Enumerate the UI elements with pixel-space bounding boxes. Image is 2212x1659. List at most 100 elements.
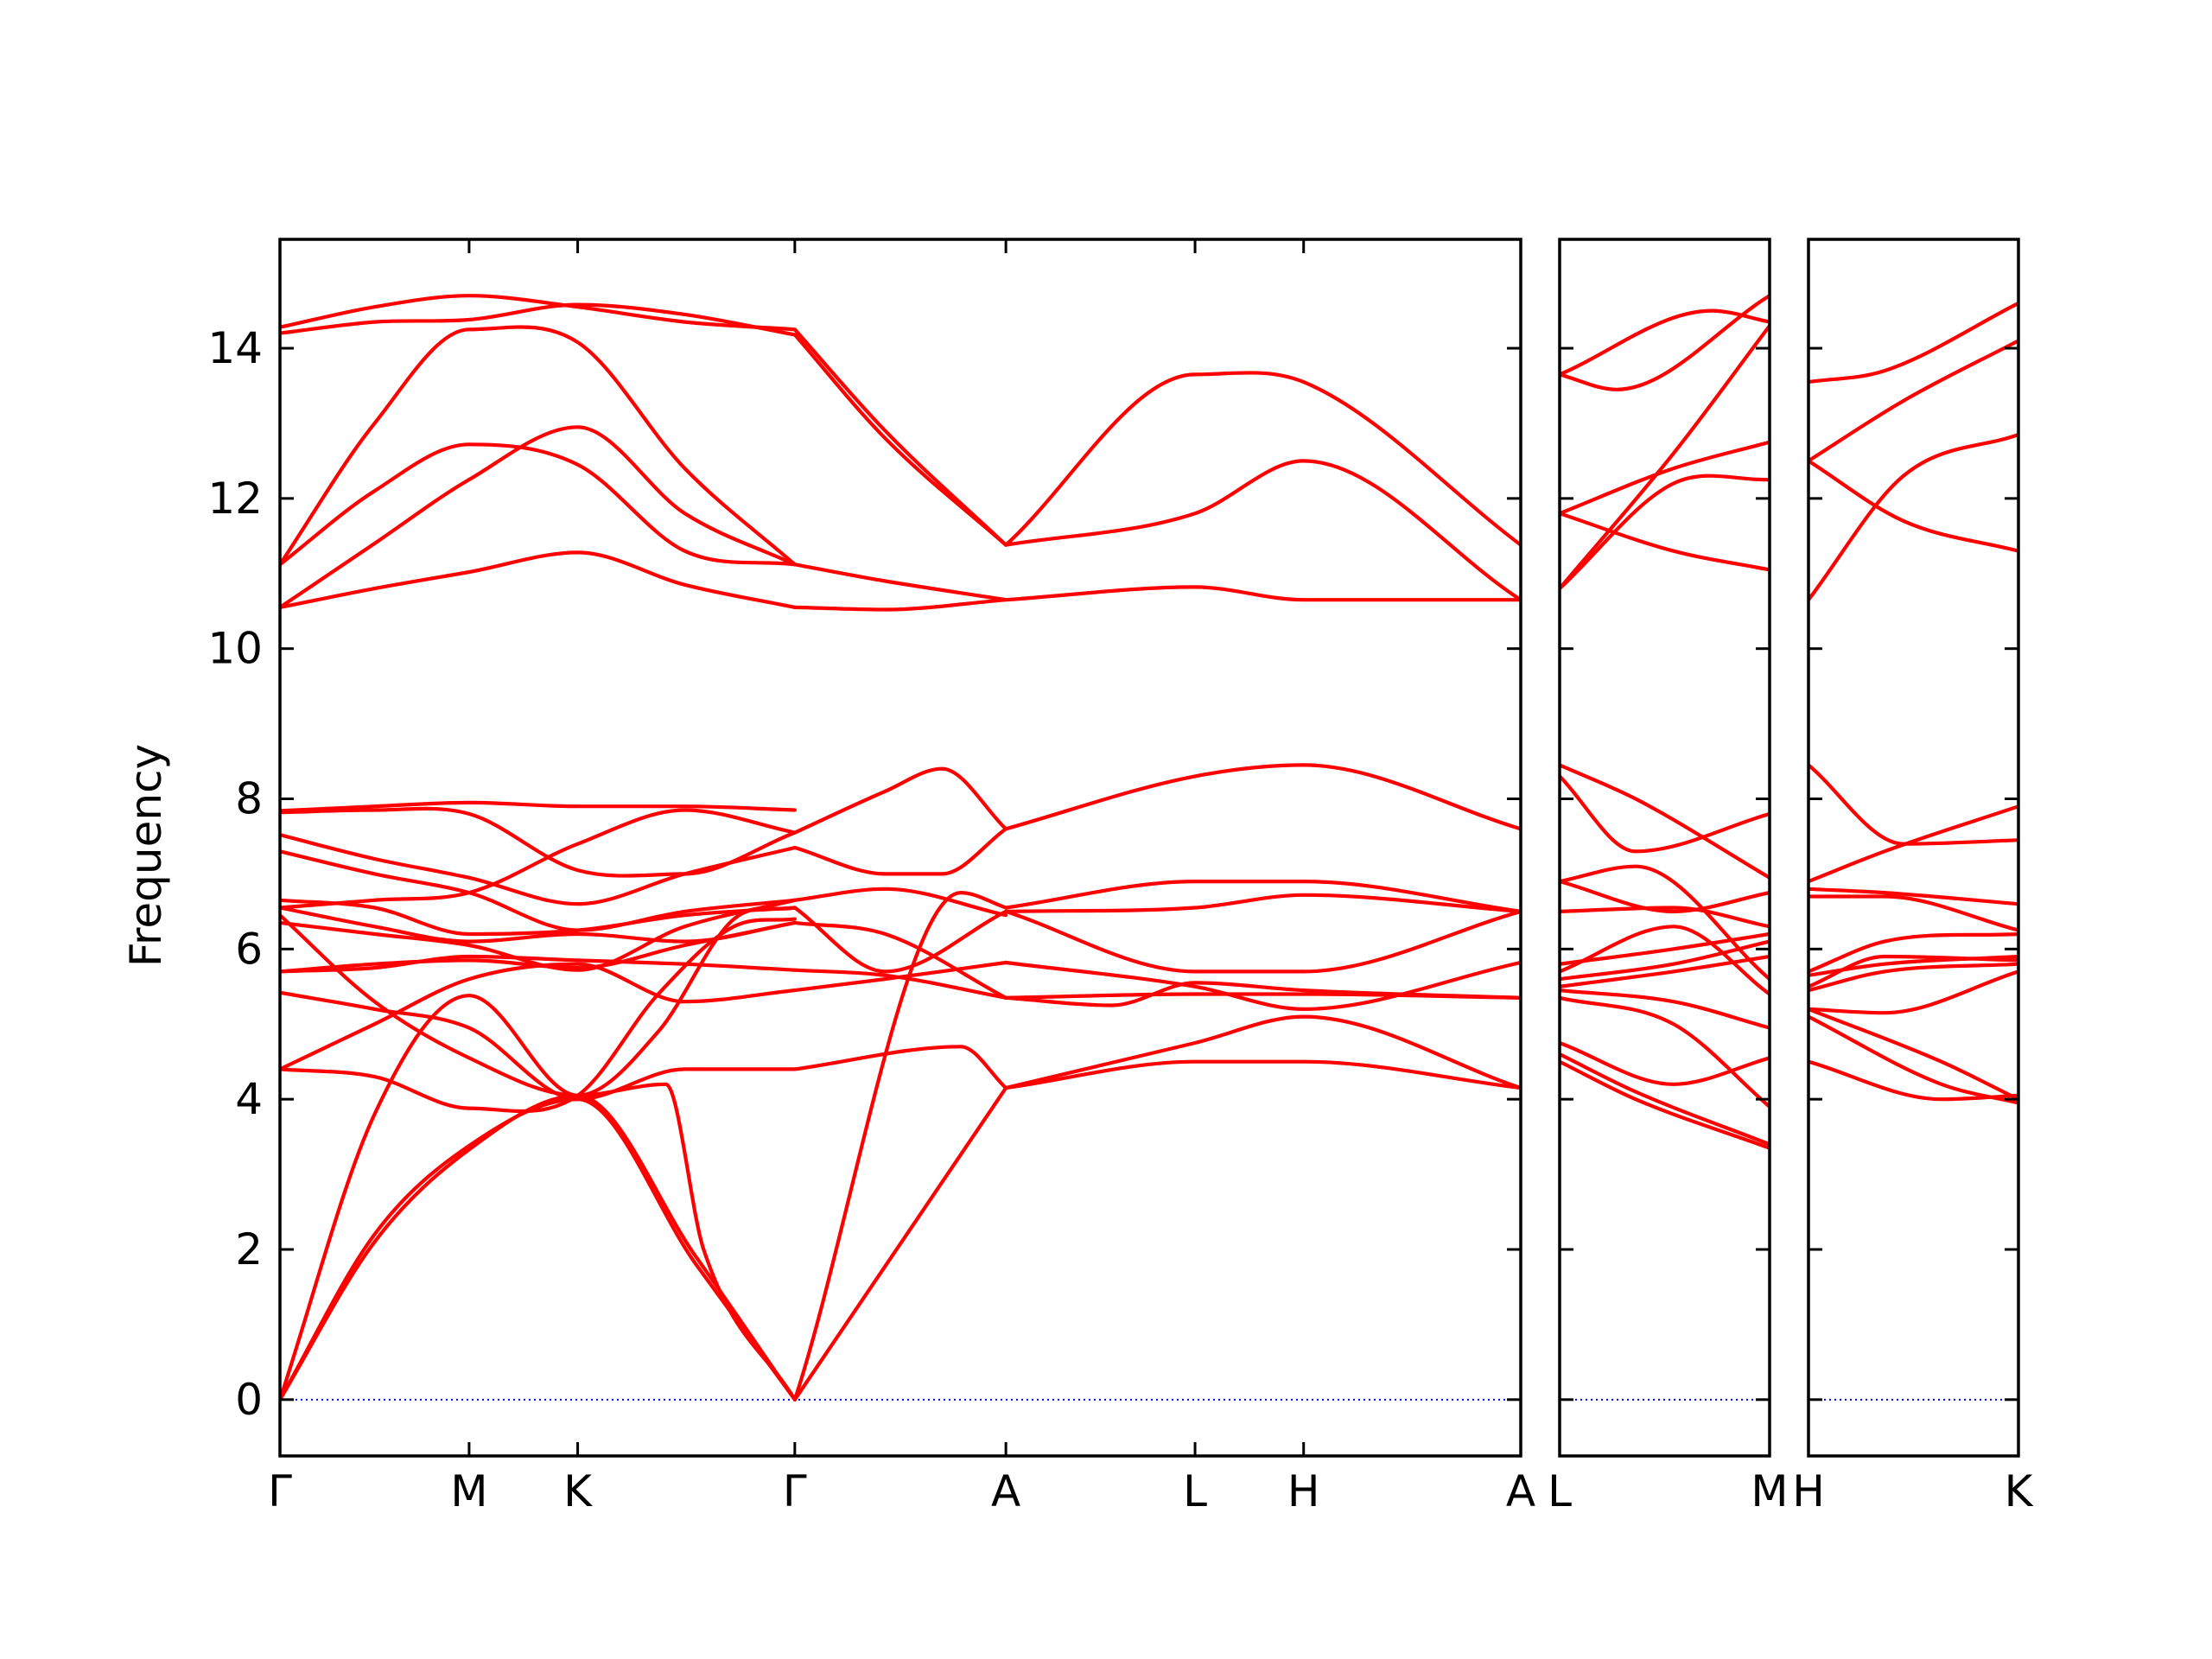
panel-frame [1807, 238, 2020, 1458]
band-line [792, 827, 1008, 876]
kpoint-label: A [1506, 1466, 1535, 1516]
band-line [1004, 1059, 1521, 1090]
band-line [792, 968, 1008, 1000]
band-line [1560, 988, 1770, 1030]
band-line [280, 806, 797, 878]
band-line [792, 887, 1008, 918]
kpoint-label: K [2005, 1466, 2034, 1516]
band-line [792, 563, 1008, 602]
band-line [1560, 864, 1770, 982]
band-line [792, 960, 1008, 993]
y-axis-label: Frequency [121, 744, 171, 967]
band-line [1004, 1014, 1521, 1090]
band-line [1560, 512, 1770, 572]
band-line [280, 1093, 797, 1402]
band-line [1808, 1059, 2018, 1102]
y-tick-label: 8 [235, 774, 263, 824]
band-line [280, 962, 797, 1071]
band-line [280, 898, 797, 972]
kpoint-label: Γ [783, 1466, 807, 1516]
band-line [280, 325, 797, 567]
y-tick-label: 2 [235, 1224, 263, 1274]
band-line [1808, 969, 2018, 1015]
band-line [1560, 995, 1770, 1109]
band-line [1560, 906, 1770, 929]
band-line [792, 906, 1008, 974]
band-line [1004, 992, 1521, 1000]
band-line [1560, 1052, 1770, 1147]
panel-1: 0 2 4 6 8 10 12 14 Γ M K Γ A L H A [207, 238, 1535, 1516]
band-line [1560, 440, 1770, 516]
panel-frame [278, 238, 1522, 1458]
band-line [1808, 459, 2018, 553]
band-line [280, 808, 797, 910]
kpoint-label: Γ [268, 1466, 292, 1516]
band-line [280, 990, 797, 1102]
band-line [1004, 763, 1521, 831]
band-line [1560, 954, 1770, 988]
band-line [280, 906, 797, 1097]
band-line [1808, 954, 2018, 977]
band-line [1560, 925, 1770, 996]
band-line [1004, 909, 1521, 974]
band-line [280, 833, 797, 906]
band-line [1808, 887, 2018, 906]
band-line [792, 327, 1008, 547]
band-line [1560, 763, 1770, 880]
band-line [792, 598, 1008, 612]
kpoint-label: M [1751, 1466, 1788, 1516]
kpoint-label: A [991, 1466, 1020, 1516]
bands-group [280, 294, 1521, 1402]
kpoint-label: L [1183, 1466, 1207, 1516]
band-line [1808, 763, 2018, 846]
band-line [1560, 1059, 1770, 1150]
band-line [1560, 880, 1770, 913]
band-line [792, 891, 1008, 1402]
band-line [792, 333, 1008, 547]
y-tick-label: 14 [207, 323, 263, 373]
band-line [280, 1097, 797, 1402]
band-line [1560, 474, 1770, 591]
y-tick-label: 10 [207, 624, 263, 674]
band-line [280, 442, 797, 567]
band-line [1560, 323, 1770, 591]
band-line [1808, 894, 2018, 932]
band-line [1004, 585, 1521, 602]
kpoint-label: H [1287, 1466, 1320, 1516]
band-line [1808, 339, 2018, 463]
band-line [1808, 804, 2018, 884]
band-line [280, 954, 797, 974]
band-line [792, 1086, 1008, 1402]
band-line [792, 766, 1008, 835]
band-line [280, 994, 797, 1402]
band-line [1004, 960, 1521, 1011]
band-line [792, 920, 1008, 1000]
band-line [280, 800, 797, 813]
y-tick-label: 6 [235, 924, 263, 974]
band-line [1004, 893, 1521, 913]
band-line [1560, 294, 1770, 391]
band-line [1004, 459, 1521, 602]
y-tick-label: 4 [235, 1074, 263, 1124]
band-line [280, 849, 797, 932]
band-line [1560, 308, 1770, 377]
bands-group [1808, 301, 2018, 1105]
kpoint-label: H [1792, 1466, 1825, 1516]
panel-frame [1558, 238, 1771, 1458]
band-line [1808, 1014, 2018, 1105]
bands-group [1560, 294, 1770, 1150]
band-line [1808, 1007, 2018, 1102]
kpoint-label: L [1548, 1466, 1572, 1516]
band-line [1808, 962, 2018, 993]
band-line [280, 294, 797, 332]
band-line [280, 906, 797, 944]
y-tick-label: 12 [207, 474, 263, 524]
band-line [1808, 301, 2018, 385]
band-line [1004, 879, 1521, 913]
band-line [1560, 774, 1770, 854]
band-line [280, 898, 797, 937]
band-line [1560, 1040, 1770, 1086]
